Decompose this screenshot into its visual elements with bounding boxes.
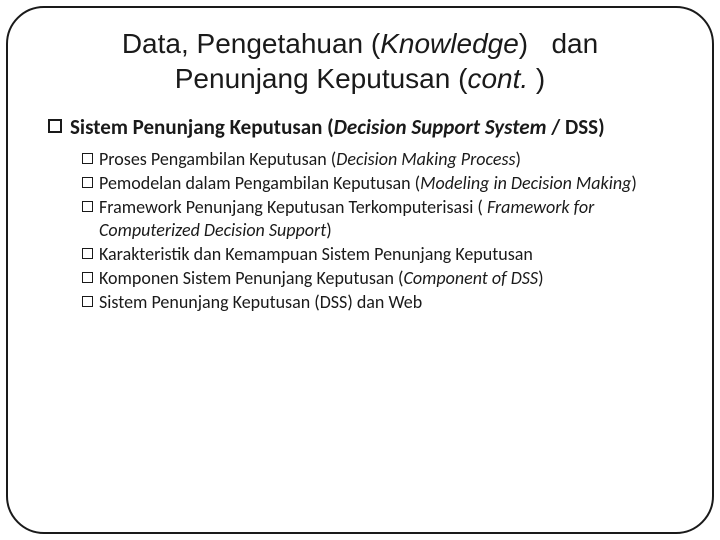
list-item-text: Pemodelan dalam Pengambilan Keputusan (M… — [99, 172, 672, 195]
heading-part-1: Sistem Penunjang Keputusan ( — [70, 114, 334, 140]
square-bullet-icon — [48, 119, 62, 133]
title-italic-2: cont. — [467, 63, 528, 94]
item-italic-1: Component of DSS — [404, 267, 539, 289]
square-bullet-icon — [82, 248, 93, 259]
section-heading: Sistem Penunjang Keputusan (Decision Sup… — [48, 114, 672, 140]
heading-italic-1: Decision Support System — [334, 114, 547, 140]
slide-title: Data, Pengetahuan (Knowledge) dan Penunj… — [80, 26, 640, 96]
item-plain-1: Proses Pengambilan Keputusan ( — [99, 148, 336, 170]
section-heading-text: Sistem Penunjang Keputusan (Decision Sup… — [70, 114, 672, 140]
list-item-text: Sistem Penunjang Keputusan (DSS) dan Web — [99, 291, 672, 314]
list-item-text: Komponen Sistem Penunjang Keputusan (Com… — [99, 267, 672, 290]
heading-part-2: / DSS) — [547, 114, 605, 140]
square-bullet-icon — [82, 272, 93, 283]
list-item: Pemodelan dalam Pengambilan Keputusan (M… — [82, 172, 672, 195]
item-italic-1: Modeling in Decision Making — [420, 172, 631, 194]
slide: Data, Pengetahuan (Knowledge) dan Penunj… — [0, 0, 720, 540]
list-item: Komponen Sistem Penunjang Keputusan (Com… — [82, 267, 672, 290]
title-part-3: ) — [528, 63, 545, 94]
item-plain-1: Pemodelan dalam Pengambilan Keputusan ( — [99, 172, 420, 194]
title-part-1: Data, Pengetahuan ( — [122, 28, 380, 59]
item-plain-2: ) — [631, 172, 636, 194]
square-bullet-icon — [82, 296, 93, 307]
title-italic-1: Knowledge — [380, 28, 519, 59]
item-plain-2: ) — [516, 148, 521, 170]
list-item: Karakteristik dan Kemampuan Sistem Penun… — [82, 243, 672, 266]
item-plain-1: Komponen Sistem Penunjang Keputusan ( — [99, 267, 404, 289]
list-item: Framework Penunjang Keputusan Terkompute… — [82, 196, 672, 242]
list-item-text: Framework Penunjang Keputusan Terkompute… — [99, 196, 672, 242]
square-bullet-icon — [82, 153, 93, 164]
square-bullet-icon — [82, 201, 93, 212]
item-plain-2: ) — [326, 219, 331, 241]
list-item-text: Proses Pengambilan Keputusan (Decision M… — [99, 148, 672, 171]
square-bullet-icon — [82, 177, 93, 188]
item-plain-1: Framework Penunjang Keputusan Terkompute… — [99, 196, 487, 218]
list-item: Sistem Penunjang Keputusan (DSS) dan Web — [82, 291, 672, 314]
item-plain-1: Sistem Penunjang Keputusan (DSS) dan Web — [99, 291, 422, 313]
item-plain-2: ) — [538, 267, 543, 289]
item-italic-1: Decision Making Process — [336, 148, 515, 170]
item-plain-1: Karakteristik dan Kemampuan Sistem Penun… — [99, 243, 533, 265]
list-item: Proses Pengambilan Keputusan (Decision M… — [82, 148, 672, 171]
sub-list: Proses Pengambilan Keputusan (Decision M… — [82, 148, 672, 314]
list-item-text: Karakteristik dan Kemampuan Sistem Penun… — [99, 243, 672, 266]
